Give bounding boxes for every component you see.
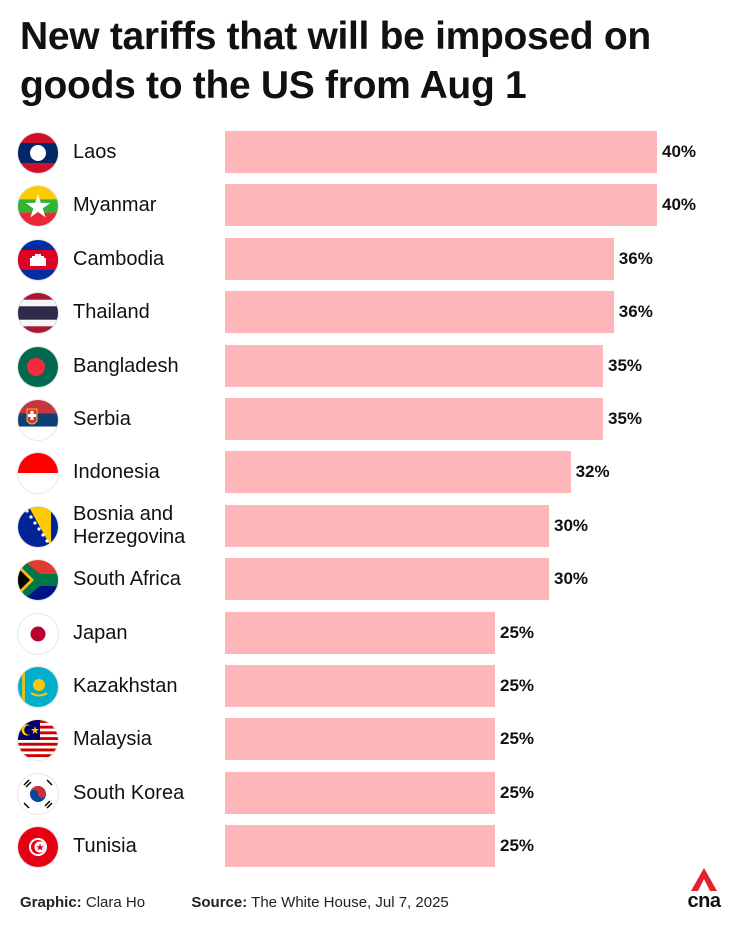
category-label: Malaysia (73, 728, 152, 751)
bar (225, 184, 657, 227)
bar (225, 825, 495, 868)
bar (225, 504, 549, 547)
cna-logo-text: cna (687, 890, 721, 912)
cna-logo: cna (684, 866, 724, 914)
value-label: 35% (608, 355, 643, 375)
bar-row: South Korea 25% (0, 767, 739, 820)
value-label: 25% (500, 622, 535, 642)
chart-title: New tariffs that will be imposed on good… (20, 15, 651, 107)
bar (225, 344, 603, 387)
value-label: 30% (554, 515, 589, 535)
category-label: Kazakhstan (73, 675, 178, 697)
category-label: Indonesia (73, 461, 160, 484)
category-label: Thailand (73, 301, 150, 324)
tunisia-flag-icon (18, 827, 58, 868)
footer: Graphic: Clara Ho Source: The White Hous… (20, 894, 449, 911)
bar-row: Japan 25% (0, 607, 739, 660)
category-label: Bosnia and Herzegovina (73, 503, 186, 549)
bar-row: Thailand 36% (0, 286, 739, 339)
category-label: South Africa (73, 568, 181, 591)
south-africa-flag-icon (18, 560, 58, 601)
bar-row: Laos 40% (0, 126, 739, 179)
category-label: Cambodia (73, 247, 165, 270)
value-label: 40% (662, 142, 697, 161)
bar (225, 771, 495, 814)
graphic-credit: Clara Ho (85, 894, 146, 911)
category-label: Myanmar (73, 194, 157, 217)
value-label: 25% (500, 836, 535, 856)
value-label: 30% (554, 569, 589, 589)
value-label: 36% (618, 248, 653, 268)
category-label: Japan (73, 621, 128, 644)
kazakhstan-flag-icon (18, 667, 58, 707)
value-label: 32% (575, 462, 610, 482)
bar (225, 665, 495, 707)
value-label: 25% (500, 676, 535, 695)
bar-row: Myanmar 40% (0, 179, 739, 232)
category-label: Bangladesh (73, 354, 179, 377)
bar-row: Tunisia 25% (0, 820, 739, 873)
south-korea-flag-icon (18, 773, 58, 814)
bar-row: Cambodia 36% (0, 233, 739, 286)
bar (225, 718, 495, 761)
value-label: 25% (500, 782, 535, 802)
bar (225, 291, 614, 334)
bar-row: Bangladesh 35% (0, 340, 739, 393)
cna-logo-mark (691, 868, 717, 891)
bar-row: Kazakhstan 25% (0, 660, 739, 713)
category-label: Tunisia (73, 835, 137, 858)
value-label: 35% (608, 409, 643, 428)
value-label: 40% (662, 195, 697, 215)
source-credit: The White House, Jul 7, 2025 (251, 894, 449, 911)
bar-row: South Africa 30% (0, 553, 739, 606)
graphic-label: Graphic: (20, 894, 82, 911)
source-label: Source: (191, 894, 248, 911)
value-label: 36% (618, 302, 653, 322)
serbia-flag-icon (18, 400, 58, 440)
bar-row: Indonesia 32% (0, 446, 739, 499)
bar (225, 451, 571, 494)
bar (225, 611, 495, 654)
bar (225, 237, 614, 280)
malaysia-flag-icon (18, 720, 58, 761)
thailand-flag-icon (18, 293, 58, 334)
category-label: South Korea (73, 781, 185, 804)
bosnia-flag-icon (18, 506, 58, 547)
laos-flag-icon (18, 133, 58, 173)
myanmar-flag-icon (18, 186, 58, 227)
bangladesh-flag-icon (18, 346, 58, 387)
bar (225, 398, 603, 440)
category-label: Laos (73, 141, 117, 163)
indonesia-flag-icon (18, 453, 58, 494)
japan-flag-icon (18, 613, 58, 654)
category-label: Serbia (73, 408, 131, 430)
cambodia-flag-icon (18, 239, 58, 280)
value-label: 25% (500, 729, 535, 749)
bar-row: Serbia 35% (0, 393, 739, 446)
bar (225, 131, 657, 173)
bar-row: Malaysia 25% (0, 713, 739, 766)
bar-row: Bosnia and Herzegovina 30% (0, 500, 739, 553)
bar (225, 558, 549, 601)
